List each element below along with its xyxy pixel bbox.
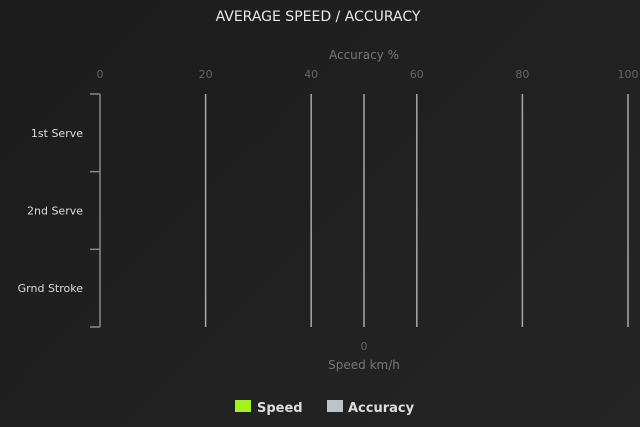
accuracy-tick-label: 0 [97, 68, 104, 81]
speed-axis-label: Speed km/h [328, 358, 400, 372]
legend: Speed Accuracy [235, 400, 415, 416]
category-label: 1st Serve [31, 127, 83, 140]
accuracy-tick-label: 40 [304, 68, 318, 81]
legend-accuracy[interactable]: Accuracy [348, 401, 415, 416]
legend-speed[interactable]: Speed [257, 401, 303, 416]
category-label: Grnd Stroke [18, 282, 84, 295]
speed-tick-label: 0 [361, 340, 368, 353]
legend-swatch-speed [235, 400, 251, 412]
accuracy-tick-label: 60 [410, 68, 424, 81]
legend-swatch-accuracy [327, 400, 343, 412]
accuracy-axis-label: Accuracy % [329, 48, 399, 62]
accuracy-tick-label: 100 [618, 68, 639, 81]
accuracy-tick-label: 80 [515, 68, 529, 81]
accuracy-tick-label: 20 [199, 68, 213, 81]
chart-title: AVERAGE SPEED / ACCURACY [216, 9, 421, 25]
category-label: 2nd Serve [27, 205, 83, 218]
